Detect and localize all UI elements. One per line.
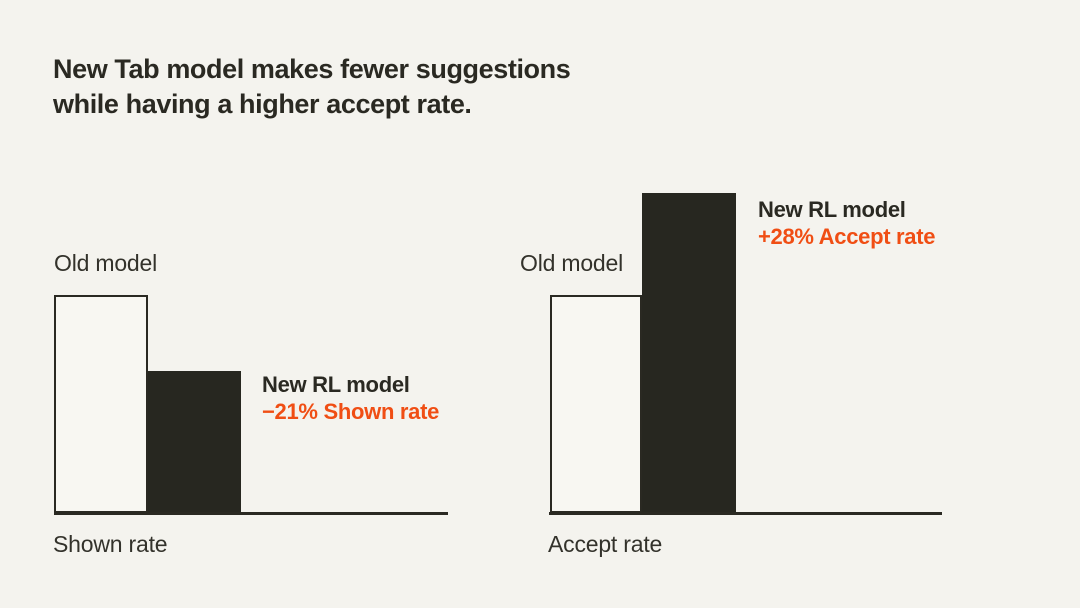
title-line-2: while having a higher accept rate. (53, 89, 472, 119)
shown-rate-baseline (54, 512, 448, 515)
accept-rate-axis-label: Accept rate (548, 531, 663, 557)
shown-rate-annotation: New RL model −21% Shown rate (262, 371, 439, 425)
title-line-1: New Tab model makes fewer suggestions (53, 54, 571, 84)
accept-rate-old-model-label: Old model (520, 250, 624, 276)
shown-rate-old-model-bar (54, 295, 148, 513)
shown-rate-axis-label: Shown rate (53, 531, 168, 557)
accept-rate-annotation-model: New RL model (758, 197, 906, 222)
accept-rate-old-model-bar (550, 295, 642, 513)
accept-rate-annotation: New RL model +28% Accept rate (758, 196, 936, 250)
shown-rate-annotation-model: New RL model (262, 372, 410, 397)
accept-rate-new-model-bar (642, 193, 736, 513)
shown-rate-new-model-bar (148, 371, 241, 513)
shown-rate-old-model-label: Old model (54, 250, 158, 276)
page-title: New Tab model makes fewer suggestions wh… (53, 52, 571, 122)
shown-rate-annotation-delta: −21% Shown rate (262, 399, 440, 424)
accept-rate-annotation-delta: +28% Accept rate (758, 224, 936, 249)
accept-rate-baseline (549, 512, 942, 515)
